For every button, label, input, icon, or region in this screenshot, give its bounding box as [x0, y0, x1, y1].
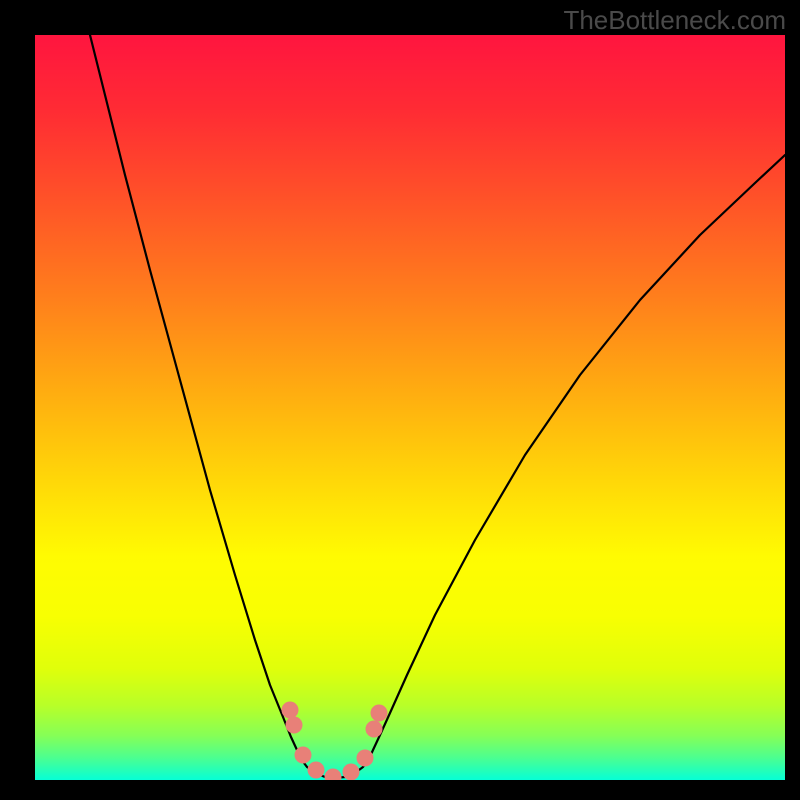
curve-marker — [371, 705, 388, 722]
chart-frame: TheBottleneck.com — [0, 0, 800, 800]
curve-marker — [357, 750, 374, 767]
curve-marker — [343, 764, 360, 781]
curve-marker — [295, 747, 312, 764]
watermark-text: TheBottleneck.com — [563, 5, 786, 36]
curve-marker — [282, 702, 299, 719]
curve-marker — [286, 717, 303, 734]
bottleneck-curve-chart — [35, 35, 785, 780]
curve-marker — [366, 721, 383, 738]
curve-marker — [308, 762, 325, 779]
